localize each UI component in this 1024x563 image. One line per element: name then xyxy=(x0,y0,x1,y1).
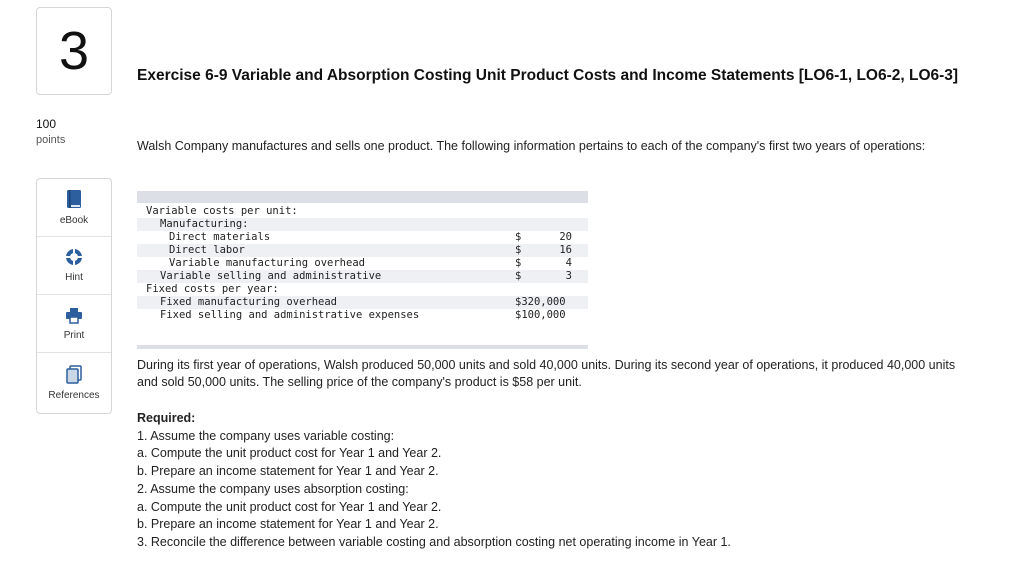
print-icon xyxy=(65,307,83,324)
table-row: Fixed costs per year: xyxy=(137,283,588,296)
row-value: 20 xyxy=(559,231,572,243)
hint-icon xyxy=(65,248,83,266)
references-icon xyxy=(66,365,82,384)
table-row: Fixed selling and administrative expense… xyxy=(137,309,588,322)
row-label: Variable manufacturing overhead xyxy=(169,257,365,269)
row-value: 4 xyxy=(565,257,572,269)
table-row: Direct materials $ 20 xyxy=(137,231,588,244)
row-label: Variable selling and administrative xyxy=(160,270,382,282)
ebook-button[interactable]: eBook xyxy=(37,179,111,237)
exercise-title: Exercise 6-9 Variable and Absorption Cos… xyxy=(137,67,959,84)
points-value: 100 xyxy=(36,117,57,131)
row-value: $320,000 xyxy=(515,296,566,308)
print-button[interactable]: Print xyxy=(37,295,111,353)
table-row: Variable costs per unit: xyxy=(137,205,588,218)
required-item: b. Prepare an income statement for Year … xyxy=(137,464,439,479)
cost-table: Variable costs per unit: Manufacturing: … xyxy=(137,191,588,349)
exercise-intro: Walsh Company manufactures and sells one… xyxy=(137,139,926,153)
table-row: Variable selling and administrative $ 3 xyxy=(137,270,588,283)
row-label: Fixed selling and administrative expense… xyxy=(160,309,420,321)
row-label: Manufacturing: xyxy=(160,218,249,230)
references-button[interactable]: References xyxy=(37,353,111,413)
ebook-label: eBook xyxy=(59,215,89,226)
table-row: Fixed manufacturing overhead $320,000 xyxy=(137,296,588,309)
row-dollar: $ xyxy=(515,257,522,269)
book-icon xyxy=(66,189,82,209)
points-label: points xyxy=(36,134,66,146)
hint-label: Hint xyxy=(65,272,83,283)
references-label: References xyxy=(48,390,100,401)
required-item: 1. Assume the company uses variable cost… xyxy=(137,428,395,443)
row-dollar: $ xyxy=(515,231,522,243)
row-dollar: $ xyxy=(515,270,522,282)
table-row: Direct labor $ 16 xyxy=(137,244,588,257)
hint-button[interactable]: Hint xyxy=(37,237,111,295)
required-heading: Required: xyxy=(137,411,196,425)
tools-panel: eBook Hint Print xyxy=(36,178,112,414)
row-label: Fixed costs per year: xyxy=(146,283,279,295)
print-label: Print xyxy=(63,329,85,341)
row-dollar: $ xyxy=(515,244,522,256)
row-label: Fixed manufacturing overhead xyxy=(160,296,338,308)
required-item: a. Compute the unit product cost for Yea… xyxy=(137,446,442,461)
row-label: Variable costs per unit: xyxy=(146,205,298,217)
required-section: Required: 1. Assume the company uses var… xyxy=(137,410,1007,552)
row-value: $100,000 xyxy=(515,309,566,321)
required-item: b. Prepare an income statement for Year … xyxy=(137,517,439,532)
required-item: a. Compute the unit product cost for Yea… xyxy=(137,499,442,514)
table-row: Manufacturing: xyxy=(137,218,588,231)
operations-paragraph: During its first year of operations, Wal… xyxy=(137,358,956,389)
required-item: 3. Reconcile the difference between vari… xyxy=(137,534,731,549)
table-row: Variable manufacturing overhead $ 4 xyxy=(137,257,588,270)
row-label: Direct labor xyxy=(169,244,245,256)
required-item: 2. Assume the company uses absorption co… xyxy=(137,481,409,496)
row-label: Direct materials xyxy=(169,231,271,243)
row-value: 3 xyxy=(565,270,572,282)
question-number: 3 xyxy=(36,7,112,95)
row-value: 16 xyxy=(559,244,572,256)
